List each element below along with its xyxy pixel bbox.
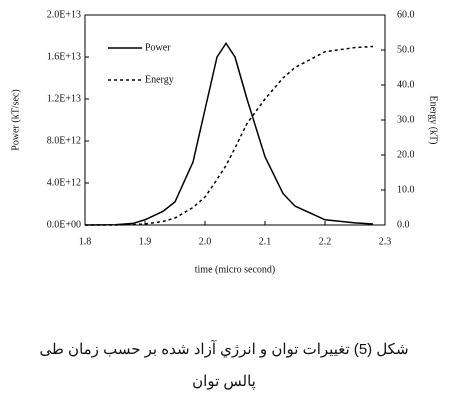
x-tick-label: 2.0: [199, 236, 212, 247]
x-tick-label: 1.9: [139, 236, 152, 247]
x-tick-label: 2.1: [259, 236, 272, 247]
y2-tick-label: 20.0: [397, 149, 415, 160]
y-tick-label: 4.0E+12: [47, 177, 81, 188]
y2-tick-label: 60.0: [397, 9, 415, 20]
y2-tick-label: 30.0: [397, 114, 415, 125]
y2-axis-label: Energy (kT): [428, 96, 439, 145]
y-tick-label: 8.0E+12: [47, 135, 81, 146]
x-tick-label: 2.2: [319, 236, 332, 247]
series-line: [84, 41, 374, 226]
y-tick-label: 2.0E+13: [47, 9, 81, 20]
plot-frame: [84, 14, 386, 226]
y-tick-label: 1.2E+13: [47, 93, 81, 104]
x-tick-label: 2.3: [379, 236, 392, 247]
y2-tick-label: 10.0: [397, 184, 415, 195]
caption: پالس توان: [192, 373, 256, 390]
y2-tick-label: 0.0: [397, 219, 410, 230]
y2-tick-label: 50.0: [397, 44, 415, 55]
y-tick-label: 1.6E+13: [47, 51, 81, 62]
legend-label: Power: [145, 42, 171, 53]
x-axis-label: time (micro second): [195, 264, 276, 275]
y2-tick-label: 40.0: [397, 79, 415, 90]
legend-label: Energy: [145, 74, 174, 85]
caption: شکل (5) تغییرات توان و انرژي آزاد شده بر…: [39, 340, 408, 358]
y-tick-label: 0.0E+00: [47, 219, 81, 230]
x-tick-label: 1.8: [79, 236, 92, 247]
y-axis-label: Power (kT/sec): [10, 89, 21, 150]
series-line: [85, 45, 374, 226]
